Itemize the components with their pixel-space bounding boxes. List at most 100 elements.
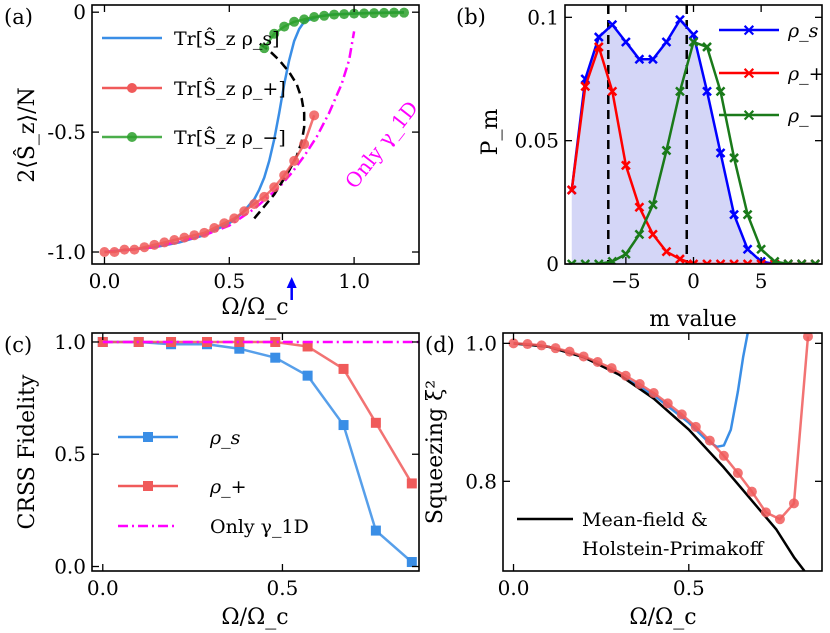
panel-b-series-2-point [702,42,712,52]
panel-b-area-fill [571,19,816,264]
panel-b-series-1-point [756,259,767,264]
panel-a-series-3-line [104,114,316,254]
panel-d-data-layer [508,333,813,571]
legend-a-rho-minus-marker [127,132,137,142]
panel-a-series-3-point [179,232,190,243]
panel-d-xlabel: Ω/Ω_c [629,605,696,630]
panel-b-xtick-label: 0 [687,269,700,293]
panel-b-legend: ✕ ρ_s ✕ ρ_+ ✕ ρ_− [719,20,825,127]
panel-c-legend: ρ_s ρ_+ Only γ_1D [118,427,309,538]
panel-c-series-1-point [270,336,281,347]
panel-b-series-0-point [607,19,618,30]
panel-b-xtick-label: −5 [611,269,640,293]
panel-b-series-1-point [566,185,577,195]
panel-c-series-1 [97,336,417,489]
panel-b-series-0-point [715,148,726,158]
panel-a-series-4 [259,7,410,54]
panel-a-series-4-point [369,8,380,19]
panel-a-series-4-point [319,10,330,21]
panel-b-series-2-point [675,86,685,97]
panel-a-ytick-label: -0.5 [47,120,86,144]
panel-c-xtick-label: 0.0 [87,576,119,600]
panel-b-series-2-point [688,37,699,47]
panel-d-series-2-point [578,351,589,362]
panel-a-series-4-point [339,9,350,20]
panel-b-series-0-point [688,29,699,40]
panel-d-series-2-point [746,486,757,497]
panel-c-ytick-label: 0.0 [54,555,86,579]
panel-d-series-2-point [648,388,659,399]
panel-c-series-0-point [270,352,281,363]
panel-d-series-2-point [564,346,575,357]
panel-d-series-2-point [718,450,729,461]
panel-a-data-layer [99,7,410,258]
panel-b-series-1-point [593,42,604,52]
panel-b-series-2-point [580,259,591,264]
panel-b-xtick-label: 5 [755,269,768,293]
panel-d-series-2-line [513,336,810,521]
panel-b-series-1-point [742,259,753,264]
panel-a-legend: Tr[Ŝ_z ρ_s] Tr[Ŝ_z ρ_+] Tr[Ŝ_z ρ_−] [102,27,286,149]
legend-c-gamma-label: Only γ_1D [210,516,309,538]
panel-a-series-4-point [359,8,370,19]
legend-c-rho-s-marker [143,432,153,442]
panel-c-xtick-label: 0.5 [267,576,299,600]
legend-b-rho-s-marker: ✕ [742,23,755,40]
panel-label-d: (d) [425,333,455,357]
panel-a-annotation: Only γ_1D [340,96,423,193]
panel-a-ylabel: 2⟨Ŝ_z⟩/N [13,87,40,183]
panel-a-series-4-point [309,11,320,22]
legend-b-rho-plus-marker: ✕ [742,66,755,83]
panel-d-series-2-point [760,507,771,518]
panel-a-ytick-label: 0 [73,0,86,24]
panel-b-series-2-point [783,259,794,264]
panel-b-ytick-label: 0.1 [527,5,559,29]
panel-a-frame [91,4,420,265]
panel-a-plot: 0.0 0.5 1.0 0 -0.5 -1.0 Ω/Ω_c 2⟨Ŝ_z⟩/N [13,0,420,320]
panel-label-c: (c) [4,333,32,357]
panel-d-series-2-point [522,339,533,350]
panel-d-series-2-point [550,343,561,354]
panel-a-series-3-point [199,227,210,238]
panel-d-ylabel: Squeezing ξ² [423,380,448,524]
legend-d-line2: Holstein-Primakoff [582,538,765,560]
panel-c-ytick-label: 1.0 [54,330,86,354]
panel-a-series-4-point [399,7,410,18]
panel-a-series-4-point [389,7,400,18]
panel-b-series-0-point [729,209,739,220]
panel-c-series-0-point [338,420,349,431]
panel-a-series-3-point [309,110,320,121]
legend-a-rho-plus-marker [127,83,137,93]
panel-a-series-3-point [279,170,290,181]
panel-a-series-3-point [259,191,270,202]
panel-d-series-2-point [690,421,701,432]
panel-b-series-1-point [675,254,685,264]
panel-b-series-0-point [675,14,685,25]
panel-a-ytick-label: -1.0 [47,240,86,264]
legend-c-rho-plus-label: ρ_+ [209,476,247,498]
panel-d-series-2-point [508,338,519,349]
panel-a-series-3-point [229,213,240,224]
panel-d-xtick-label: 0.5 [673,576,705,600]
panel-a-series-3-point [219,218,230,229]
panel-d-series-2 [508,333,813,525]
legend-a-rho-plus-label: Tr[Ŝ_z ρ_+] [174,77,286,100]
panel-a-series-3-point [149,239,160,250]
panel-d-series-2-point [606,363,617,374]
panel-b-series-0-point [593,32,604,42]
panel-d-xtick-label: 0.0 [498,576,530,600]
panel-b-series-1-point [729,259,739,264]
panel-b-series-0-point [702,86,712,97]
panel-b-series-2-point [661,145,672,156]
panel-d-legend: Mean-field & Holstein-Primakoff [517,509,765,560]
panel-a-xtick-label: 0.5 [213,269,245,293]
panel-b-ylabel: P_m [478,109,503,156]
panel-d-series-2-point [788,498,799,509]
panel-b-series-1-point [580,81,591,92]
panel-d-series-2-point [704,435,715,446]
panel-a-series-3 [99,110,320,258]
legend-a-rho-s-label: Tr[Ŝ_z ρ_s] [174,27,280,50]
panel-c-plot: 0.0 0.5 0.0 0.5 1.0 Ω/Ω_c CRSS Fidelity [15,330,420,630]
panel-b-series-0-point [648,54,658,65]
panel-a-xlabel: Ω/Ω_c [221,295,288,320]
